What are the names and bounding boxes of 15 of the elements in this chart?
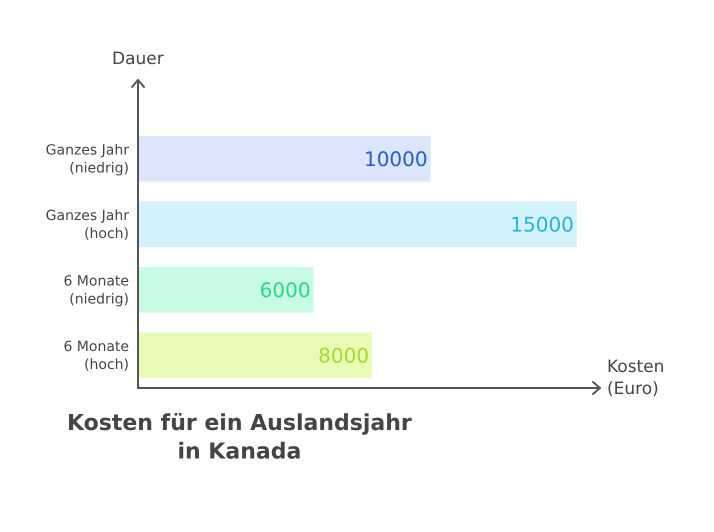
bar [138,136,431,182]
y-axis-title: Dauer [112,49,164,69]
y-tick-label: 6 Monate (niedrig) [63,274,129,308]
data-label: 8000 [318,343,370,368]
y-tick-label: Ganzes Jahr (niedrig) [46,142,130,177]
bar [138,201,577,248]
data-label: 6000 [260,278,311,302]
data-label: 10000 [364,146,428,171]
y-tick-label: Ganzes Jahr (hoch) [46,208,130,242]
text: Kosten für ein Auslandsjahr in Kanada [67,411,412,465]
data-label: 15000 [510,212,574,236]
bar [138,332,372,378]
y-tick-label: 6 Monate (hoch) [63,339,129,374]
bar [138,266,314,313]
x-axis-title: Kosten (Euro) [607,357,664,400]
